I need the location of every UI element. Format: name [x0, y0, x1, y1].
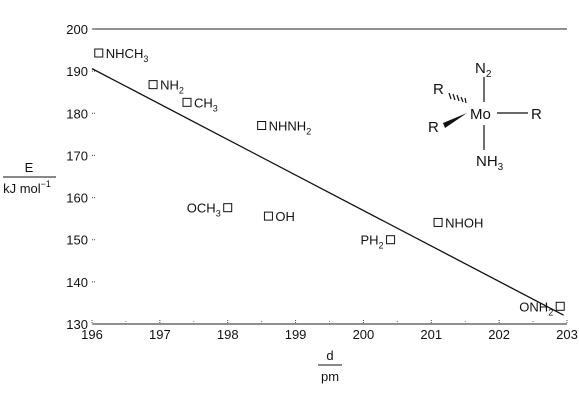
y-ticks: 130 140 150 160 170 180 190 200: [66, 22, 96, 332]
r-upper-left: R: [433, 81, 444, 98]
data-point: [223, 203, 233, 213]
data-point: [263, 211, 273, 221]
data-point: [433, 217, 443, 227]
x-label-numerator: d: [326, 348, 333, 363]
y-tick-label: 200: [66, 22, 88, 37]
mo-atom: Mo: [470, 106, 491, 123]
y-tick-label: 170: [66, 148, 88, 163]
data-point: [148, 80, 158, 90]
r-right: R: [531, 106, 542, 123]
y-label-denominator: kJ mol−1: [3, 179, 51, 196]
y-axis-label: E kJ mol−1: [3, 160, 56, 196]
nh3-ligand: NH3: [476, 153, 504, 173]
x-tick-label: 201: [420, 327, 442, 342]
y-tick-label: 150: [66, 233, 88, 248]
x-axis-label: d pm: [318, 348, 342, 384]
y-tick-label: 160: [66, 191, 88, 206]
point-label: OCH3: [187, 201, 221, 219]
point-label: CH3: [194, 95, 218, 113]
y-tick-label: 130: [66, 317, 88, 332]
x-tick-label: 203: [556, 327, 578, 342]
data-point: [182, 97, 192, 107]
data-point: [94, 48, 104, 58]
x-tick-label: 199: [285, 327, 307, 342]
x-tick-label: 196: [81, 327, 103, 342]
data-points: NHCH3 NH2 CH3 NHNH2 OCH3 OH PH2 NHOH ONH2: [94, 46, 565, 317]
x-tick-label: 202: [488, 327, 510, 342]
fit-line: [91, 68, 564, 316]
x-ticks: 196 197 198 199 200 201 202 203: [81, 320, 578, 342]
point-label: NH2: [160, 78, 184, 96]
y-tick-label: 140: [66, 275, 88, 290]
y-label-numerator: E: [25, 160, 34, 175]
point-label: NHNH2: [269, 119, 312, 137]
data-point: [257, 121, 267, 131]
point-label: NHOH: [445, 215, 483, 230]
x-label-denominator: pm: [321, 369, 339, 384]
point-label: NHCH3: [106, 46, 149, 64]
n2-ligand: N2: [475, 60, 492, 80]
molecule-structure: Mo N2 NH3 R R R: [428, 60, 542, 173]
r-lower-left: R: [428, 119, 439, 136]
data-point: [555, 301, 565, 311]
point-label: ONH2: [519, 299, 553, 317]
bond-hashed: [448, 92, 467, 104]
y-tick-label: 190: [66, 64, 88, 79]
y-tick-label: 180: [66, 106, 88, 121]
x-tick-label: 200: [353, 327, 375, 342]
point-label: PH2: [360, 233, 383, 251]
data-point: [386, 235, 396, 245]
x-tick-label: 197: [149, 327, 171, 342]
bond-wedge: [443, 113, 467, 128]
x-tick-label: 198: [217, 327, 239, 342]
point-label: OH: [275, 209, 295, 224]
